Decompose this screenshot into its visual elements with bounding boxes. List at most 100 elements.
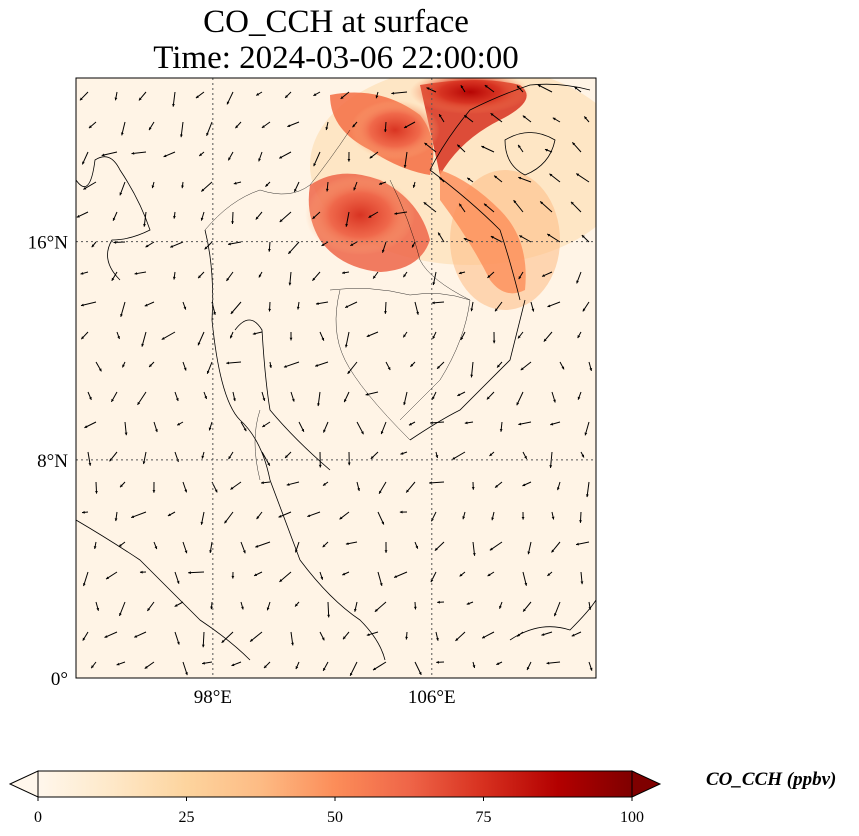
- wind-arrow: [145, 241, 155, 248]
- wind-arrow: [137, 391, 147, 406]
- wind-arrow: [377, 571, 383, 587]
- wind-arrow: [152, 481, 156, 493]
- wind-arrow: [393, 571, 408, 578]
- wind-arrow: [370, 451, 379, 460]
- wind-arrow: [521, 511, 525, 520]
- wind-arrow: [113, 240, 126, 244]
- wind-arrow: [90, 661, 97, 669]
- wind-arrow: [435, 451, 439, 459]
- wind-arrow: [580, 451, 585, 458]
- wind-arrow: [79, 91, 89, 101]
- wind-arrow: [118, 541, 126, 548]
- wind-arrow: [284, 91, 292, 99]
- wind-arrow: [366, 331, 379, 338]
- wind-arrow: [119, 601, 126, 617]
- gridlines: [76, 78, 596, 678]
- wind-arrow: [134, 271, 147, 275]
- wind-arrow: [588, 361, 593, 372]
- wind-arrow: [423, 201, 437, 213]
- wind-arrow: [312, 271, 321, 282]
- wind-arrow: [343, 391, 350, 403]
- wind-arrow: [366, 631, 379, 636]
- wind-arrow: [131, 151, 147, 155]
- wind-arrow: [307, 511, 321, 518]
- latitude-tick-labels: 0° 8°N 16°N: [28, 233, 69, 690]
- colorbar: 0 25 50 75 100: [8, 770, 662, 826]
- wind-arrow: [345, 541, 358, 546]
- wind-arrow: [585, 481, 590, 498]
- wind-arrow: [456, 144, 466, 153]
- wind-arrow: [486, 391, 495, 400]
- wind-arrow: [170, 241, 184, 248]
- wind-arrow: [267, 241, 271, 252]
- wind-arrow: [455, 631, 466, 642]
- wind-arrow: [429, 481, 445, 485]
- wind-arrow: [577, 331, 582, 339]
- wind-arrow: [347, 361, 358, 375]
- wind-arrow: [231, 211, 235, 225]
- wind-arrow: [201, 451, 205, 459]
- wind-arrow: [375, 91, 379, 99]
- wind-arrow: [80, 331, 89, 340]
- wind-arrow: [405, 631, 409, 640]
- wind-arrow: [260, 481, 271, 485]
- wind-arrow: [146, 601, 155, 612]
- wind-arrow: [384, 301, 387, 314]
- wind-arrow: [200, 211, 205, 221]
- wind-arrow: [256, 511, 263, 520]
- wind-arrow: [111, 271, 118, 281]
- wind-arrow: [200, 181, 213, 192]
- wind-arrow: [466, 177, 474, 183]
- wind-arrow: [240, 421, 247, 432]
- wind-arrow: [546, 233, 561, 243]
- wind-arrow: [226, 271, 234, 282]
- wind-arrow: [80, 271, 89, 275]
- wind-arrow: [278, 151, 292, 159]
- wind-arrow: [522, 571, 528, 586]
- wind-arrow: [81, 151, 89, 165]
- wind-arrow: [588, 601, 592, 610]
- wind-arrow: [576, 271, 582, 284]
- wind-arrow: [210, 601, 214, 610]
- wind-arrow: [141, 331, 147, 347]
- wind-arrow: [82, 571, 89, 587]
- wind-arrow: [342, 631, 350, 640]
- wind-arrow: [262, 421, 271, 428]
- wind-arrow: [372, 271, 379, 279]
- wind-arrow: [424, 142, 437, 153]
- wind-arrow: [182, 541, 188, 554]
- colorbar-tick-label: 25: [179, 809, 195, 826]
- wind-arrow: [182, 301, 187, 310]
- wind-arrow: [492, 331, 496, 344]
- wind-arrow: [261, 451, 271, 466]
- wind-arrow: [317, 391, 321, 407]
- wind-arrow: [571, 141, 582, 153]
- wind-arrow: [91, 241, 97, 248]
- wind-arrow: [318, 451, 322, 468]
- wind-arrow: [368, 211, 379, 218]
- wind-arrow: [487, 571, 495, 577]
- wind-arrow: [322, 481, 329, 486]
- wind-arrow: [181, 181, 184, 189]
- wind-arrow: [402, 271, 408, 278]
- colorbar-tick-label: 75: [476, 809, 492, 826]
- wind-arrow: [138, 91, 147, 101]
- wind-arrow: [174, 571, 180, 584]
- wind-arrow: [499, 421, 503, 432]
- wind-arrow: [284, 451, 292, 459]
- wind-arrow: [182, 361, 187, 371]
- wind-arrow: [293, 181, 300, 193]
- wind-arrow: [470, 361, 474, 378]
- wind-arrow: [87, 451, 92, 466]
- wind-arrow: [408, 421, 416, 426]
- wind-arrow: [344, 331, 350, 348]
- wind-arrow: [369, 151, 379, 159]
- colorbar-tick-label: 0: [34, 809, 42, 826]
- wind-arrow: [179, 121, 184, 138]
- wind-arrow: [87, 391, 92, 401]
- wind-arrow: [583, 116, 590, 123]
- wind-arrow: [120, 121, 126, 136]
- wind-arrow: [518, 421, 532, 426]
- wind-arrow: [252, 331, 263, 335]
- wind-arrow: [208, 421, 213, 431]
